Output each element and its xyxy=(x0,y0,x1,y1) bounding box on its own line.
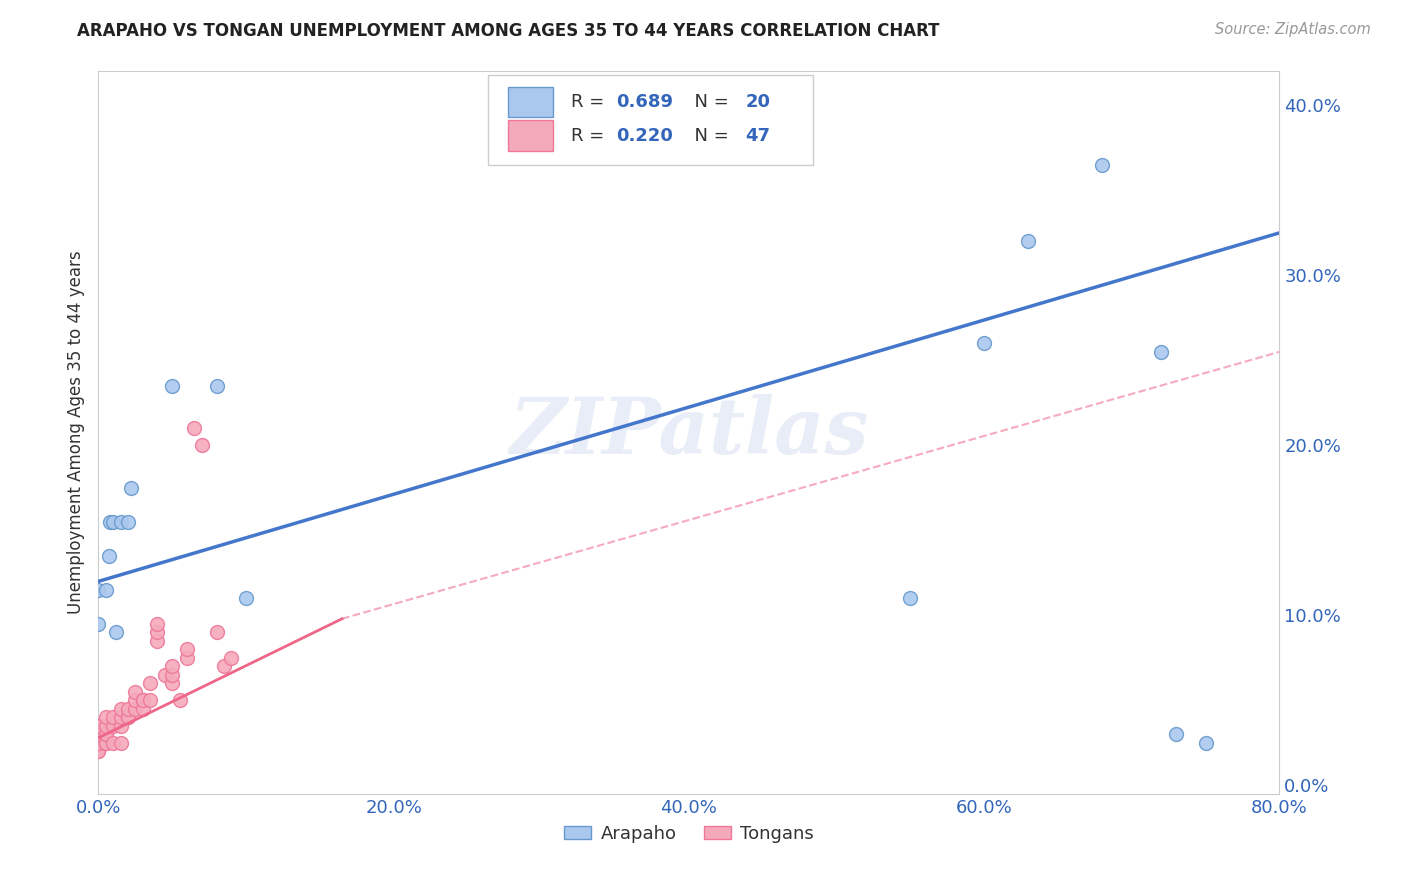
Point xyxy=(103,515,125,529)
Point xyxy=(94,736,117,750)
Y-axis label: Unemployment Among Ages 35 to 44 years: Unemployment Among Ages 35 to 44 years xyxy=(66,251,84,615)
Text: 0.689: 0.689 xyxy=(616,94,672,112)
Point xyxy=(1150,344,1173,359)
Point xyxy=(205,625,228,640)
Point xyxy=(94,727,117,741)
Point xyxy=(87,744,110,758)
Bar xyxy=(508,120,553,151)
Point xyxy=(94,736,117,750)
Point xyxy=(1195,736,1218,750)
Point xyxy=(103,710,125,724)
Point xyxy=(105,625,128,640)
Point xyxy=(124,693,146,707)
Point xyxy=(94,582,117,597)
Text: 0.220: 0.220 xyxy=(616,128,672,145)
Point xyxy=(87,616,110,631)
Point xyxy=(132,693,155,707)
Point xyxy=(139,693,162,707)
Point xyxy=(87,719,110,733)
Text: 47: 47 xyxy=(745,128,770,145)
Point xyxy=(110,702,132,716)
Point xyxy=(132,702,155,716)
Point xyxy=(110,736,132,750)
Text: N =: N = xyxy=(683,128,734,145)
Point xyxy=(124,685,146,699)
Point xyxy=(117,710,139,724)
Bar xyxy=(508,87,553,117)
Text: ARAPAHO VS TONGAN UNEMPLOYMENT AMONG AGES 35 TO 44 YEARS CORRELATION CHART: ARAPAHO VS TONGAN UNEMPLOYMENT AMONG AGE… xyxy=(77,22,939,40)
Point xyxy=(973,336,995,351)
Point xyxy=(97,549,120,563)
Point xyxy=(900,591,922,606)
Point xyxy=(110,719,132,733)
Point xyxy=(94,719,117,733)
Point xyxy=(212,659,235,673)
Text: Source: ZipAtlas.com: Source: ZipAtlas.com xyxy=(1215,22,1371,37)
Point xyxy=(176,651,198,665)
Point xyxy=(139,676,162,690)
Point xyxy=(110,515,132,529)
Point xyxy=(94,710,117,724)
Point xyxy=(117,515,139,529)
Text: R =: R = xyxy=(571,94,610,112)
Point xyxy=(176,642,198,657)
Point xyxy=(103,736,125,750)
Point xyxy=(110,710,132,724)
Point xyxy=(146,616,169,631)
Point xyxy=(87,727,110,741)
Point xyxy=(183,421,205,435)
Point xyxy=(153,668,176,682)
Point xyxy=(87,736,110,750)
Text: ZIPatlas: ZIPatlas xyxy=(509,394,869,471)
Point xyxy=(124,702,146,716)
Point xyxy=(94,727,117,741)
Point xyxy=(87,727,110,741)
Point xyxy=(146,625,169,640)
Point xyxy=(132,693,155,707)
Point xyxy=(117,702,139,716)
Text: R =: R = xyxy=(571,128,610,145)
Point xyxy=(221,651,243,665)
Point xyxy=(205,379,228,393)
Point xyxy=(1018,235,1040,249)
Point xyxy=(87,736,110,750)
Point xyxy=(235,591,257,606)
Point xyxy=(120,481,142,495)
Point xyxy=(1166,727,1188,741)
Point xyxy=(103,719,125,733)
Point xyxy=(87,744,110,758)
Point xyxy=(87,582,110,597)
Point xyxy=(169,693,191,707)
Legend: Arapaho, Tongans: Arapaho, Tongans xyxy=(564,824,814,843)
Point xyxy=(146,633,169,648)
Point xyxy=(162,659,183,673)
Point xyxy=(162,668,183,682)
Point xyxy=(162,676,183,690)
FancyBboxPatch shape xyxy=(488,75,813,165)
Text: N =: N = xyxy=(683,94,734,112)
Text: 20: 20 xyxy=(745,94,770,112)
Point xyxy=(87,719,110,733)
Point xyxy=(98,515,121,529)
Point xyxy=(162,379,183,393)
Point xyxy=(1091,158,1114,172)
Point xyxy=(191,438,214,452)
Point xyxy=(117,710,139,724)
